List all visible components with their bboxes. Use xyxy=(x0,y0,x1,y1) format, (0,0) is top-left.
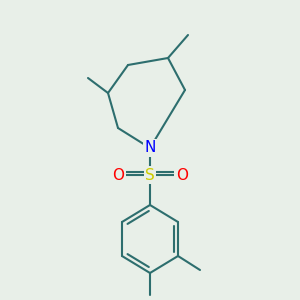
Text: O: O xyxy=(176,167,188,182)
Text: N: N xyxy=(144,140,156,155)
Text: S: S xyxy=(145,167,155,182)
Text: O: O xyxy=(112,167,124,182)
